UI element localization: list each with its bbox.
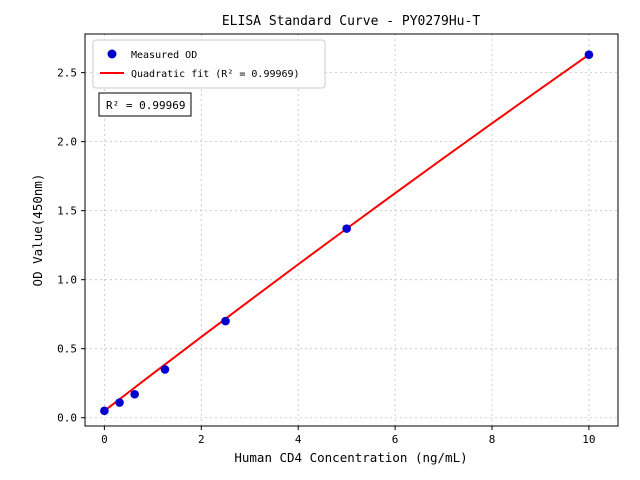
y-tick-label: 0.5 bbox=[57, 343, 77, 356]
x-tick-label: 6 bbox=[392, 433, 399, 446]
y-tick-label: 0.0 bbox=[57, 412, 77, 425]
x-axis-label: Human CD4 Concentration (ng/mL) bbox=[234, 450, 467, 465]
x-tick-label: 10 bbox=[582, 433, 595, 446]
r-squared-annotation: R² = 0.99969 bbox=[106, 99, 185, 112]
grid-layer bbox=[85, 34, 618, 426]
y-tick-label: 1.5 bbox=[57, 205, 77, 218]
y-tick-label: 2.0 bbox=[57, 136, 77, 149]
axis-layer: 0 2 4 6 8 10 0.0 0.5 1.0 1.5 2.0 2.5 bbox=[57, 33, 619, 446]
legend-label-measured-od: Measured OD bbox=[131, 50, 197, 61]
x-tick-label: 2 bbox=[198, 433, 205, 446]
legend-label-quadratic-fit: Quadratic fit (R² = 0.99969) bbox=[131, 69, 300, 80]
data-point bbox=[115, 398, 124, 407]
data-point bbox=[584, 50, 594, 60]
legend-marker-measured-od-icon bbox=[107, 49, 117, 59]
annotation: R² = 0.99969 bbox=[98, 92, 192, 117]
legend: Measured OD Quadratic fit (R² = 0.99969) bbox=[92, 39, 326, 89]
data-point bbox=[221, 316, 230, 326]
data-point bbox=[130, 389, 139, 399]
data-point bbox=[342, 224, 351, 233]
plot-frame bbox=[84, 33, 619, 427]
y-tick-label: 1.0 bbox=[57, 274, 77, 287]
y-axis-label: OD Value(450nm) bbox=[30, 174, 45, 287]
plot-layer bbox=[100, 50, 594, 416]
y-tick-label: 2.5 bbox=[57, 67, 77, 80]
x-tick-label: 8 bbox=[489, 433, 496, 446]
x-tick-label: 0 bbox=[101, 433, 108, 446]
chart-title: ELISA Standard Curve - PY0279Hu-T bbox=[222, 14, 480, 29]
legend-box bbox=[92, 39, 326, 89]
x-tick-label: 4 bbox=[295, 433, 302, 446]
data-point bbox=[160, 365, 170, 374]
annotation-box bbox=[98, 92, 192, 117]
data-point bbox=[100, 406, 109, 416]
